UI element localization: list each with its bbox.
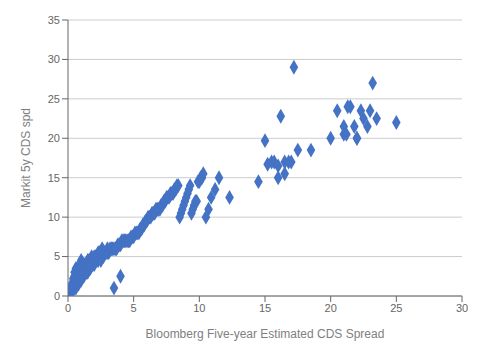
svg-text:Bloomberg Five-year Estimated: Bloomberg Five-year Estimated CDS Spread	[146, 327, 385, 341]
svg-text:30: 30	[48, 53, 60, 65]
svg-text:20: 20	[48, 132, 60, 144]
svg-text:10: 10	[193, 302, 205, 314]
svg-text:15: 15	[48, 172, 60, 184]
svg-text:0: 0	[54, 290, 60, 302]
svg-text:25: 25	[48, 93, 60, 105]
svg-text:5: 5	[131, 302, 137, 314]
svg-text:10: 10	[48, 211, 60, 223]
svg-text:0: 0	[65, 302, 71, 314]
svg-text:15: 15	[259, 302, 271, 314]
svg-text:Markit 5y CDS spd: Markit 5y CDS spd	[19, 108, 33, 208]
svg-text:5: 5	[54, 250, 60, 262]
svg-text:35: 35	[48, 14, 60, 26]
svg-text:20: 20	[325, 302, 337, 314]
svg-text:25: 25	[390, 302, 402, 314]
svg-text:30: 30	[456, 302, 468, 314]
